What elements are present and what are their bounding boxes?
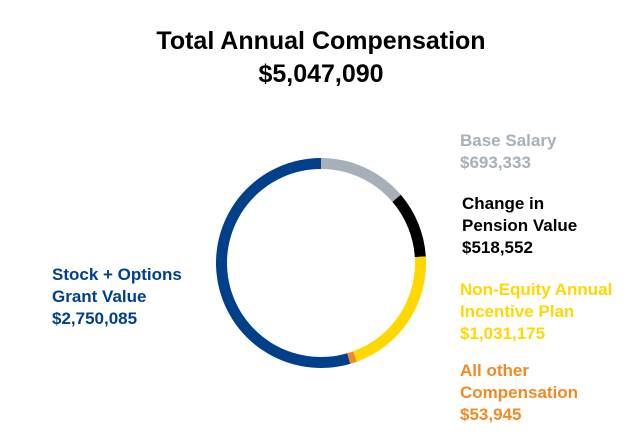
base-salary-line-1: Base Salary: [460, 131, 557, 150]
legend-label-non-equity: Non-Equity Annual Incentive Plan $1,031,…: [460, 279, 612, 345]
legend-label-pension: Change in Pension Value $518,552: [462, 193, 577, 259]
stock-line-2: Grant Value: [52, 287, 147, 306]
stock-value: $2,750,085: [52, 309, 138, 328]
all-other-value: $53,945: [460, 405, 522, 424]
slice-nonequity: [353, 256, 426, 362]
pension-value: $518,552: [462, 238, 533, 257]
slice-base: [321, 158, 401, 202]
stock-line-1: Stock + Options: [52, 265, 182, 284]
chart-title: Total Annual Compensation: [156, 27, 486, 55]
non-equity-value: $1,031,175: [460, 324, 546, 343]
legend-label-all-other: All other Compensation $53,945: [460, 360, 578, 426]
all-other-line-2: Compensation: [460, 383, 579, 402]
all-other-line-1: All other: [460, 361, 529, 380]
pension-line-1: Change in: [462, 194, 545, 213]
legend-label-stock-options: Stock + Options Grant Value $2,750,085: [52, 264, 182, 330]
slice-pension: [392, 194, 426, 258]
base-salary-value: $693,333: [460, 153, 531, 172]
non-equity-line-2: Incentive Plan: [460, 302, 575, 321]
pension-line-2: Pension Value: [462, 216, 578, 235]
chart-total: $5,047,090: [258, 60, 384, 88]
non-equity-line-1: Non-Equity Annual: [460, 280, 613, 299]
slice-other: [347, 351, 357, 364]
legend-label-base-salary: Base Salary $693,333: [460, 130, 556, 174]
slice-stock: [216, 158, 351, 368]
